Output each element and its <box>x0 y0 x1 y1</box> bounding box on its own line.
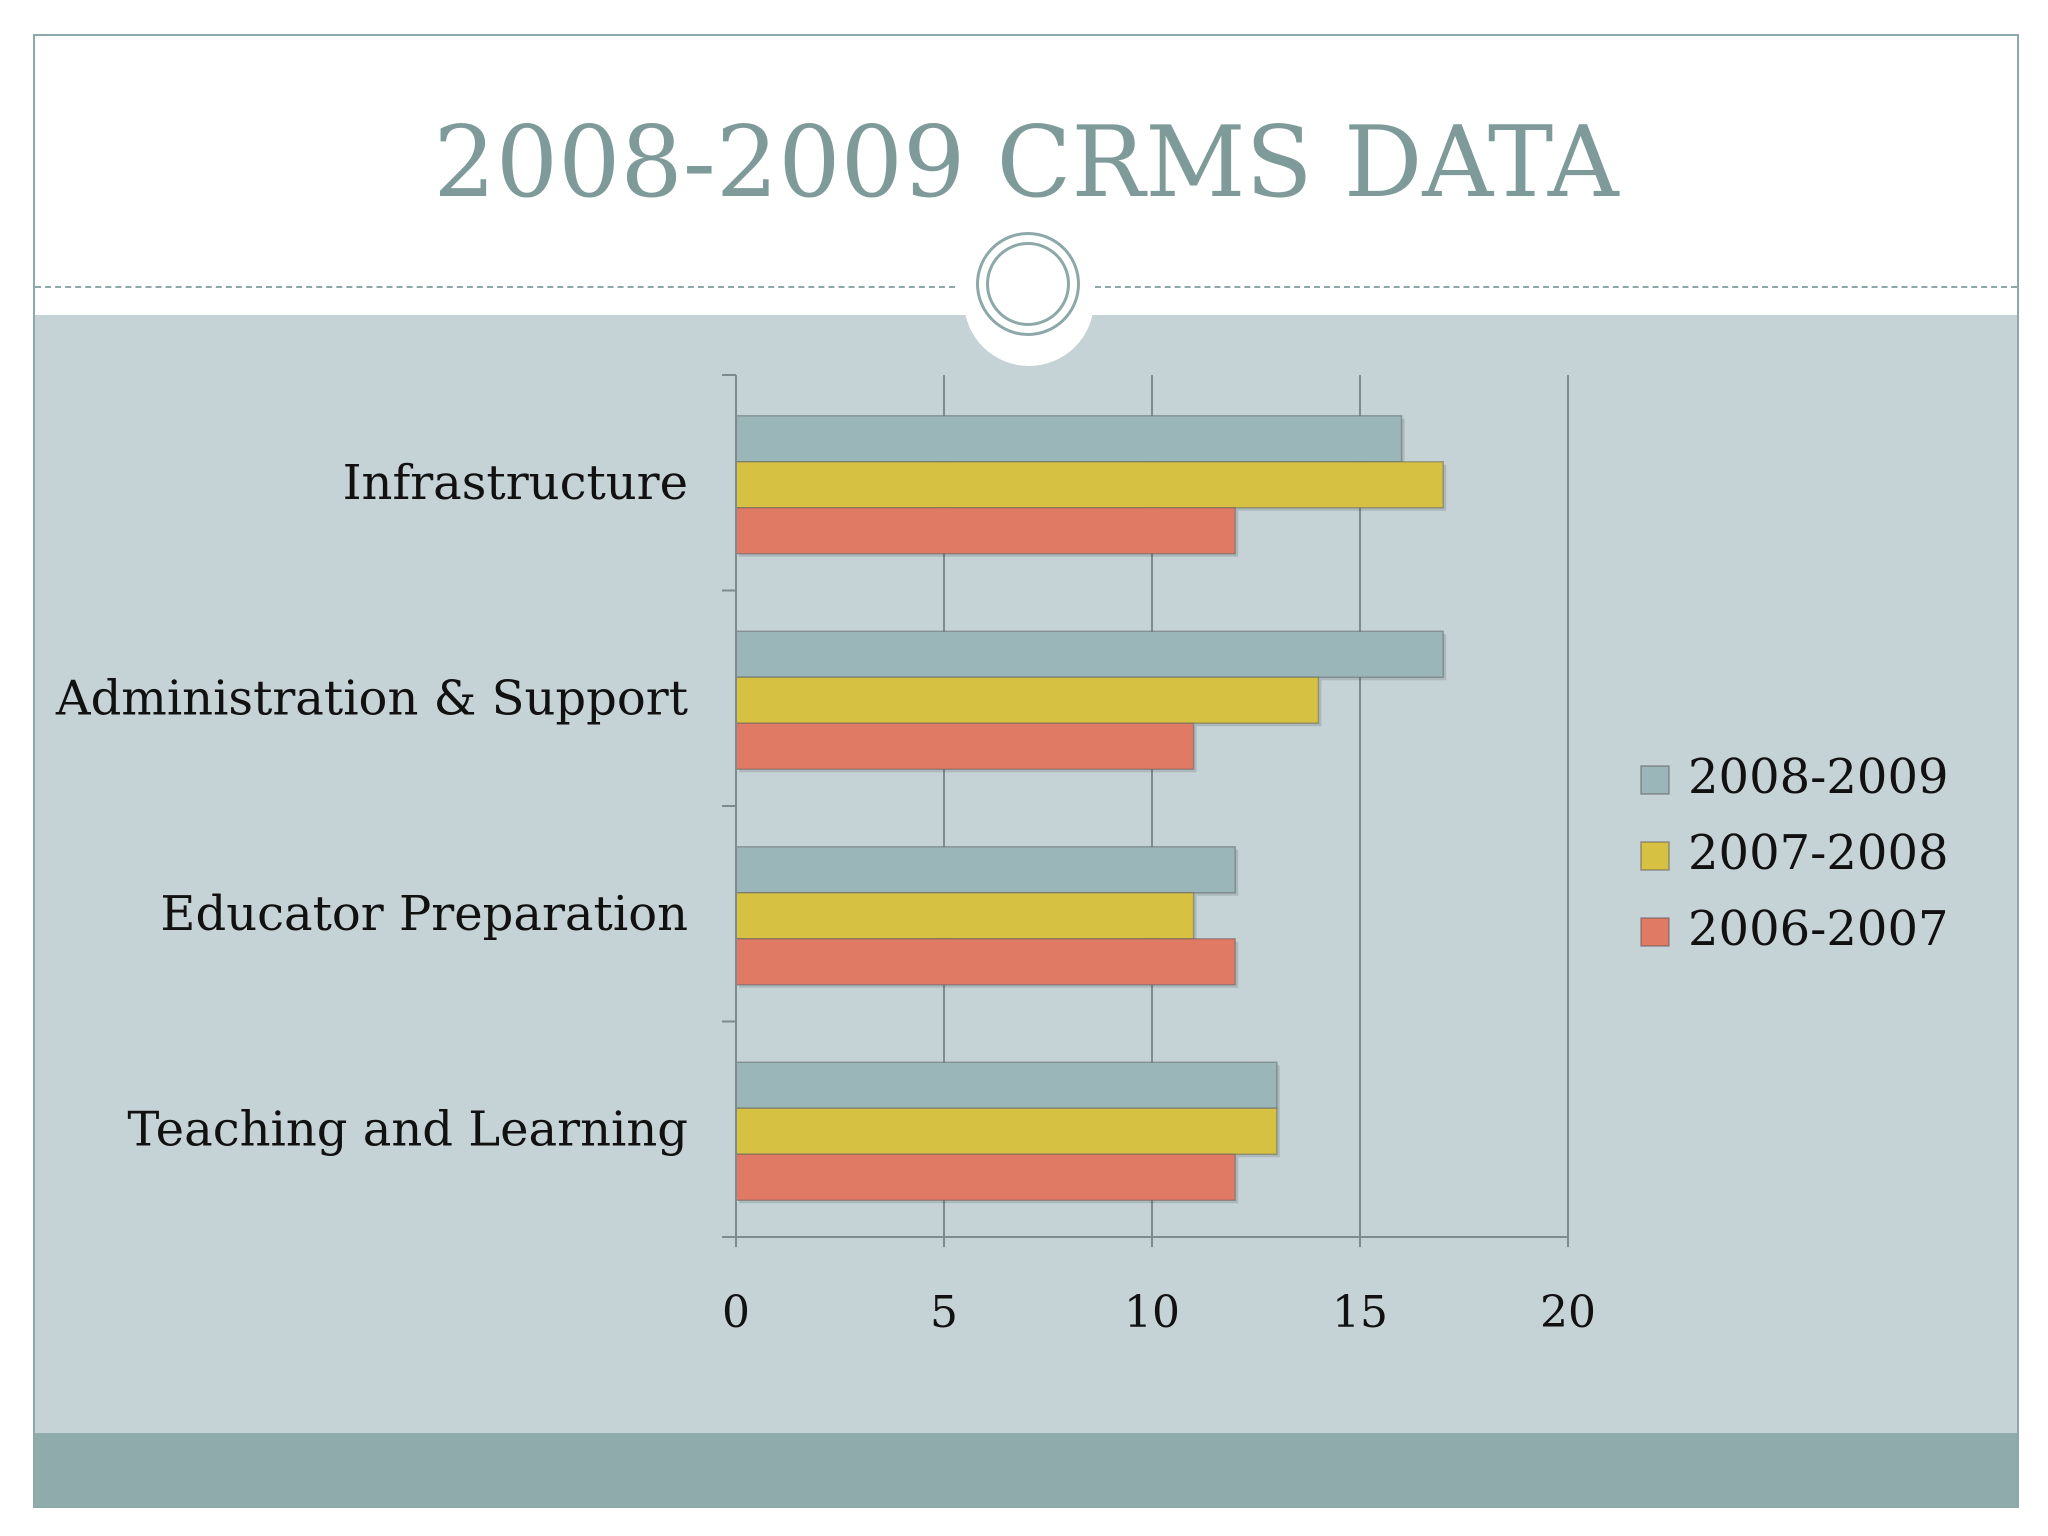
title-divider-right <box>1095 286 2017 288</box>
bar-educator-preparation-2008-2009 <box>735 846 1236 894</box>
chart-axes <box>722 374 1569 1247</box>
chart-bars <box>735 415 1447 1204</box>
bar-infrastructure-2008-2009 <box>735 415 1403 463</box>
category-label-educator-preparation: Educator Preparation <box>160 886 688 942</box>
x-tick-label: 10 <box>1124 1287 1180 1338</box>
bar-educator-preparation-2007-2008 <box>735 892 1195 940</box>
slide-title: 2008-2009 CRMS DATA <box>433 106 1619 220</box>
bar-teaching-and-learning-2008-2009 <box>735 1061 1278 1109</box>
x-tick-label: 20 <box>1540 1287 1596 1338</box>
legend-label-2006-2007: 2006-2007 <box>1688 901 1949 957</box>
legend-swatch-2008-2009 <box>1640 765 1670 795</box>
category-label-teaching-and-learning: Teaching and Learning <box>127 1101 688 1157</box>
legend-label-2008-2009: 2008-2009 <box>1688 749 1949 805</box>
x-tick-label: 5 <box>930 1287 958 1338</box>
x-tick-label: 0 <box>722 1287 750 1338</box>
category-label-infrastructure: Infrastructure <box>343 455 688 511</box>
bar-administration-and-support-2006-2007 <box>735 722 1195 770</box>
bar-infrastructure-2007-2008 <box>735 461 1444 509</box>
chart-legend: 2008-2009 2007-2008 2006-2007 <box>1640 749 1949 957</box>
legend-swatch-2006-2007 <box>1640 917 1670 947</box>
circle-ornament-icon <box>976 232 1080 336</box>
category-label-administration-and-support: Administration & Support <box>55 670 688 726</box>
title-divider-left <box>35 286 955 288</box>
slide: 2008-2009 CRMS DATA <box>33 34 2019 1508</box>
circle-ornament-inner <box>986 242 1070 326</box>
legend-swatch-2007-2008 <box>1640 841 1670 871</box>
bar-infrastructure-2006-2007 <box>735 507 1236 555</box>
footer-band <box>35 1433 2017 1506</box>
bar-teaching-and-learning-2007-2008 <box>735 1107 1278 1155</box>
legend-label-2007-2008: 2007-2008 <box>1688 825 1949 881</box>
bar-teaching-and-learning-2006-2007 <box>735 1153 1236 1201</box>
bar-administration-and-support-2007-2008 <box>735 676 1320 724</box>
x-tick-label: 15 <box>1332 1287 1388 1338</box>
bar-administration-and-support-2008-2009 <box>735 630 1444 678</box>
bar-educator-preparation-2006-2007 <box>735 938 1236 986</box>
chart-labels: 0 5 10 15 20 Infrastructure Administration & S… <box>55 455 1596 1338</box>
